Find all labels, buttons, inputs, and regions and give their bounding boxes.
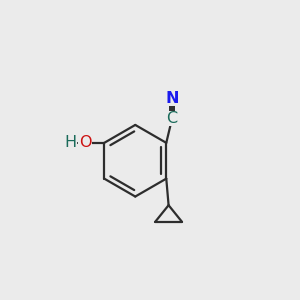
Text: H: H xyxy=(64,135,76,150)
Text: N: N xyxy=(165,91,179,106)
Text: O: O xyxy=(79,135,92,150)
Text: C: C xyxy=(167,111,178,126)
